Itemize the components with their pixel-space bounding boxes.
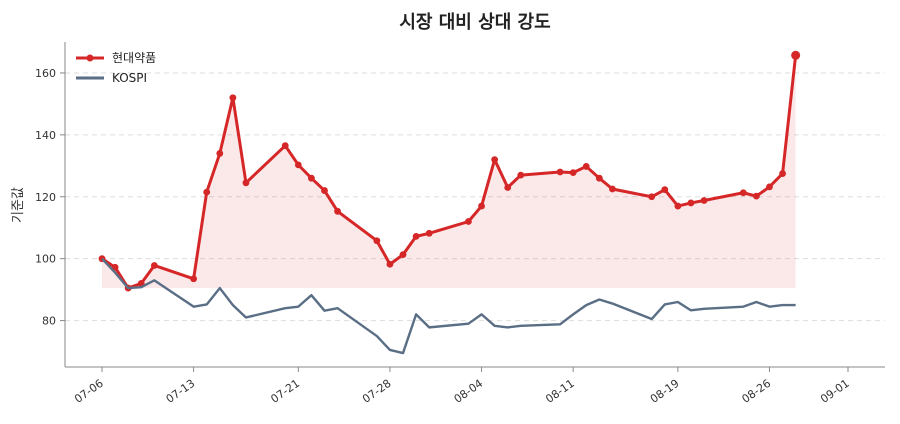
- y-tick-label: 80: [42, 315, 56, 328]
- series-line-KOSPI: [101, 257, 796, 355]
- data-point: [190, 275, 198, 283]
- data-point: [478, 202, 485, 210]
- y-tick-label: 160: [35, 67, 56, 80]
- data-point: [569, 169, 577, 177]
- x-tick-label: 07-06: [72, 377, 106, 406]
- data-point: [321, 187, 328, 194]
- series-line-현대약품: [101, 55, 798, 290]
- data-point: [661, 186, 669, 194]
- data-point: [687, 199, 695, 207]
- data-point: [752, 192, 760, 200]
- data-point: [242, 179, 250, 187]
- data-point: [412, 232, 420, 240]
- data-point: [425, 229, 433, 237]
- data-point: [386, 260, 394, 268]
- x-tick-label: 08-19: [648, 377, 682, 406]
- x-tick-label: 07-13: [164, 377, 198, 406]
- grid-lines: [65, 72, 885, 322]
- data-point: [334, 207, 341, 215]
- data-point: [504, 184, 512, 191]
- legend: 현대약품 KOSPI: [76, 50, 156, 85]
- data-point: [229, 94, 237, 102]
- data-point: [373, 237, 381, 245]
- area-fill-layer: [102, 55, 796, 289]
- data-point: [648, 193, 656, 201]
- area-fill-현대약품: [102, 55, 796, 289]
- data-point: [791, 50, 801, 60]
- y-tick-label: 100: [35, 253, 56, 266]
- x-tick-label: 09-01: [818, 377, 852, 406]
- data-point: [595, 174, 603, 182]
- y-axis-label: 기준값: [11, 187, 26, 223]
- x-tick-label: 08-04: [452, 377, 486, 406]
- data-point: [294, 161, 302, 169]
- data-point: [203, 188, 211, 196]
- data-point: [766, 183, 773, 191]
- data-point: [556, 168, 564, 176]
- data-point: [308, 174, 315, 182]
- data-point: [111, 263, 119, 271]
- x-tick-label: 08-26: [740, 377, 774, 406]
- data-point: [779, 170, 786, 177]
- data-point: [517, 171, 525, 179]
- data-point: [674, 202, 682, 210]
- data-point: [700, 197, 708, 204]
- data-point: [609, 185, 616, 193]
- x-tick-label: 07-21: [268, 377, 302, 406]
- y-tick-label: 140: [35, 129, 56, 142]
- data-point: [491, 156, 499, 164]
- y-tick-label: 120: [35, 191, 56, 204]
- data-point: [281, 142, 289, 150]
- legend-marker: [86, 54, 94, 62]
- data-point: [582, 163, 590, 170]
- x-tick-label: 08-11: [543, 377, 577, 406]
- series-layer: [98, 50, 801, 355]
- legend-label: 현대약품: [112, 50, 156, 65]
- data-point: [739, 189, 747, 197]
- x-tick-label: 07-28: [360, 377, 394, 406]
- data-point: [216, 150, 224, 157]
- data-point: [399, 251, 407, 259]
- data-point: [150, 262, 158, 269]
- legend-label: KOSPI: [112, 71, 147, 85]
- chart-title: 시장 대비 상대 강도: [399, 12, 550, 33]
- data-point: [465, 218, 472, 225]
